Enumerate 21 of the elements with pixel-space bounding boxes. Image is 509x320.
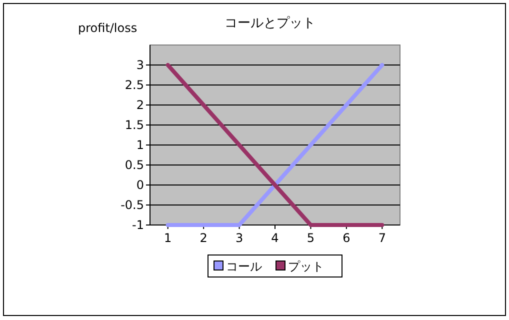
chart-title: コールとプット <box>224 16 316 31</box>
legend-label: コール <box>226 260 262 274</box>
legend-label: プット <box>288 260 324 274</box>
x-tick-label: 5 <box>306 231 315 245</box>
y-tick-label: 2 <box>136 98 144 112</box>
y-axis-title: profit/loss <box>78 21 138 35</box>
x-tick-label: 1 <box>164 231 172 245</box>
y-tick-label: -1 <box>132 218 144 232</box>
x-tick-label: 7 <box>378 231 386 245</box>
x-tick-label: 4 <box>271 231 279 245</box>
line-series <box>166 63 384 227</box>
y-tick-label: 2.5 <box>124 78 144 92</box>
y-tick-label: 0 <box>136 178 144 192</box>
x-tick-label: 6 <box>342 231 350 245</box>
y-tick-label: 1.5 <box>124 118 144 132</box>
x-tick-label: 2 <box>200 231 208 245</box>
y-tick-label: 1 <box>136 138 144 152</box>
x-tick-label: 3 <box>235 231 244 245</box>
y-tick-label: 0.5 <box>124 158 144 172</box>
y-tick-label: -0.5 <box>120 198 144 212</box>
y-tick-label: 3 <box>136 58 144 72</box>
